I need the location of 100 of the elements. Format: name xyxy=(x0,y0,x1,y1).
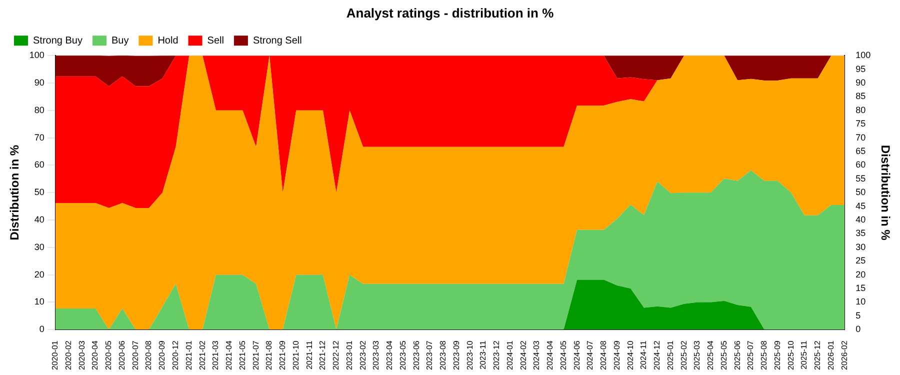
x-tick-label: 2022-12 xyxy=(332,340,341,370)
y-tick-label: 30 xyxy=(34,242,44,252)
y2-tick-label: 55 xyxy=(856,173,866,184)
legend-label: Hold xyxy=(158,35,178,46)
x-tick-label: 2023-06 xyxy=(412,340,421,370)
x-tick-label: 2021-10 xyxy=(291,340,300,370)
x-tick-label: 2020-05 xyxy=(104,340,114,370)
x-tick-label: 2023-08 xyxy=(438,340,448,370)
x-tick-label: 2023-12 xyxy=(492,340,502,370)
y2-tick-label: 90 xyxy=(856,77,866,88)
x-tick-label: 2025-04 xyxy=(706,340,716,370)
y2-tick-label: 20 xyxy=(856,269,866,280)
x-tick-label: 2021-04 xyxy=(224,340,234,370)
x-tick-label: 2021-11 xyxy=(304,340,314,370)
x-tick-label: 2024-08 xyxy=(599,340,608,370)
chart-title: Analyst ratings - distribution in % xyxy=(346,5,554,20)
x-tick-label: 2021-09 xyxy=(278,340,288,370)
y2-tick-label: 95 xyxy=(856,64,866,74)
x-tick-label: 2025-09 xyxy=(772,340,782,370)
y-axis-title: Distribution in % xyxy=(8,144,22,240)
x-tick-label: 2020-07 xyxy=(130,340,140,370)
y-tick-label: 50 xyxy=(34,187,44,198)
y2-tick-label: 25 xyxy=(856,256,866,266)
x-tick-label: 2020-01 xyxy=(50,340,60,370)
x-tick-label: 2020-03 xyxy=(77,340,86,370)
y2-tick-label: 85 xyxy=(856,91,866,102)
x-tick-label: 2025-05 xyxy=(719,340,728,370)
x-tick-label: 2024-01 xyxy=(505,340,514,370)
x-tick-label: 2021-03 xyxy=(211,340,220,370)
y2-tick-label: 70 xyxy=(856,132,866,142)
x-tick-label: 2024-06 xyxy=(572,340,582,370)
x-tick-label: 2023-11 xyxy=(478,340,488,370)
y-tick-label: 10 xyxy=(34,296,44,307)
x-tick-label: 2024-11 xyxy=(639,340,648,370)
x-tick-label: 2025-06 xyxy=(732,340,742,370)
legend-label: Strong Buy xyxy=(33,35,82,46)
y-tick-label: 80 xyxy=(34,104,44,115)
x-tick-label: 2025-12 xyxy=(813,340,822,370)
y2-tick-label: 40 xyxy=(856,214,866,225)
x-tick-label: 2024-04 xyxy=(546,340,555,370)
x-tick-label: 2021-08 xyxy=(264,340,274,370)
y2-tick-label: 0 xyxy=(856,324,861,334)
x-tick-label: 2025-08 xyxy=(760,340,769,370)
y2-tick-label: 10 xyxy=(856,296,866,307)
legend-label: Buy xyxy=(111,35,129,46)
x-tick-label: 2024-02 xyxy=(518,340,528,370)
y2-axis-title: Distribution in % xyxy=(878,144,892,241)
y2-tick-label: 50 xyxy=(856,187,866,198)
x-tick-label: 2023-01 xyxy=(344,340,354,370)
y2-tick-label: 30 xyxy=(856,242,866,252)
x-tick-label: 2025-10 xyxy=(786,340,796,370)
y2-tick-label: 80 xyxy=(856,104,866,115)
x-tick-label: 2023-07 xyxy=(425,340,434,370)
x-tick-label: 2025-02 xyxy=(679,340,688,370)
x-tick-label: 2021-05 xyxy=(238,340,247,370)
x-tick-label: 2024-09 xyxy=(612,340,622,370)
x-tick-label: 2020-06 xyxy=(118,340,126,370)
x-tick-label: 2020-04 xyxy=(90,340,100,370)
x-tick-label: 2026-01 xyxy=(826,340,836,370)
y2-tick-label: 65 xyxy=(856,146,866,156)
x-tick-label: 2024-07 xyxy=(586,340,595,370)
x-tick-label: 2023-03 xyxy=(372,340,381,370)
legend-label: Strong Sell xyxy=(252,35,302,46)
x-tick-label: 2026-02 xyxy=(840,340,849,370)
y2-tick-label: 60 xyxy=(856,160,866,170)
x-tick-label: 2025-11 xyxy=(800,340,809,370)
x-tick-label: 2021-02 xyxy=(198,340,207,370)
y2-tick-label: 75 xyxy=(856,118,866,129)
y-tick-label: 90 xyxy=(34,77,44,88)
x-tick-label: 2021-07 xyxy=(251,340,260,370)
y-tick-label: 20 xyxy=(34,269,44,280)
y-tick-label: 60 xyxy=(34,160,44,170)
x-tick-label: 2025-03 xyxy=(692,340,702,370)
x-tick-label: 2020-02 xyxy=(64,340,73,370)
y-tick-label: 100 xyxy=(29,50,44,60)
x-tick-label: 2023-10 xyxy=(465,340,474,370)
x-tick-label: 2024-10 xyxy=(626,340,635,370)
x-tick-label: 2024-12 xyxy=(652,340,662,370)
y2-tick-label: 15 xyxy=(856,283,866,294)
x-tick-label: 2021-12 xyxy=(318,340,328,370)
y-tick-label: 70 xyxy=(34,132,44,142)
x-tick-label: 2024-03 xyxy=(532,340,542,370)
y-tick-label: 0 xyxy=(39,324,44,334)
y2-tick-label: 35 xyxy=(856,228,866,238)
x-tick-label: 2023-05 xyxy=(398,340,408,370)
x-tick-label: 2020-12 xyxy=(171,340,180,370)
x-tick-label: 2023-04 xyxy=(385,340,394,370)
x-tick-label: 2021-01 xyxy=(184,340,194,370)
y2-tick-label: 100 xyxy=(856,50,871,60)
y-tick-label: 40 xyxy=(34,214,44,225)
x-tick-label: 2020-09 xyxy=(158,340,167,370)
x-tick-label: 2023-09 xyxy=(452,340,461,370)
y2-tick-label: 45 xyxy=(856,200,866,211)
x-tick-label: 2025-07 xyxy=(746,340,756,370)
x-tick-label: 2024-05 xyxy=(558,340,568,370)
legend-label: Sell xyxy=(207,35,224,46)
x-tick-label: 2025-01 xyxy=(666,340,675,370)
x-tick-label: 2023-02 xyxy=(358,340,368,370)
y2-tick-label: 5 xyxy=(856,310,861,320)
x-tick-label: 2020-08 xyxy=(144,340,154,370)
